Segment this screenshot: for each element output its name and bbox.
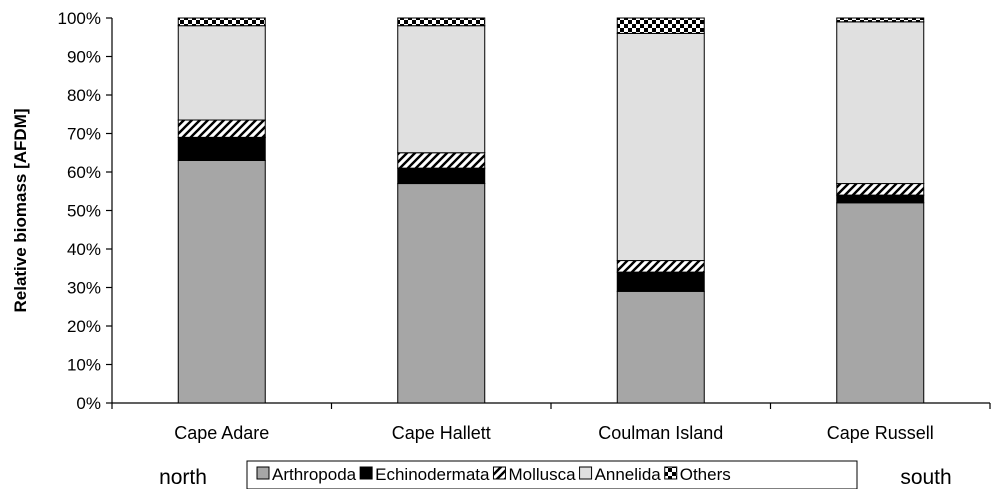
x-tick-label: Coulman Island <box>598 423 723 443</box>
y-tick-label: 70% <box>67 125 101 144</box>
bar-arthropoda-cape-russell <box>836 202 925 404</box>
y-tick-label: 80% <box>67 86 101 105</box>
legend: Arthropoda Echinodermata Mollusca Annelida O… <box>246 460 858 489</box>
y-tick-label: 30% <box>67 279 101 298</box>
y-tick-label: 40% <box>67 240 101 259</box>
bar-annelida-cape-adare <box>177 25 266 121</box>
bar-echinodermata-coulman-island <box>616 271 705 292</box>
y-tick-label: 100% <box>58 9 101 28</box>
legend-swatch-echinodermata <box>359 466 373 480</box>
y-tick-label: 10% <box>67 356 101 375</box>
y-tick-label: 50% <box>67 202 101 221</box>
annotation-south: south <box>900 466 951 489</box>
legend-label-arthropoda: Arthropoda <box>272 465 357 484</box>
bar-mollusca-coulman-island <box>616 260 705 273</box>
legend-label-others: Others <box>680 465 731 484</box>
bar-others-coulman-island <box>616 17 705 34</box>
y-tick-label: 60% <box>67 163 101 182</box>
legend-box <box>246 460 858 489</box>
y-tick-label: 0% <box>76 394 101 413</box>
y-tick-label: 20% <box>67 317 101 336</box>
bar-echinodermata-cape-adare <box>177 136 266 161</box>
plot-area: 0% 10% 20% 30% 40% 50% 60% 70% 80% 90% 100% Relativ… <box>11 9 991 489</box>
bar-mollusca-cape-hallett <box>397 152 486 169</box>
x-tick-label: Cape Hallett <box>392 423 491 443</box>
legend-swatch-others <box>664 466 678 480</box>
bar-others-cape-adare <box>177 17 266 27</box>
bar-others-cape-hallett <box>397 17 486 27</box>
x-tick-label: Cape Adare <box>174 423 269 443</box>
annotation-north: north <box>159 466 207 489</box>
bar-annelida-cape-hallett <box>397 25 486 154</box>
legend-swatch-mollusca <box>492 466 506 480</box>
bar-arthropoda-coulman-island <box>616 290 705 404</box>
bar-echinodermata-cape-hallett <box>397 167 486 185</box>
legend-label-mollusca: Mollusca <box>508 465 576 484</box>
bar-mollusca-cape-russell <box>836 183 925 196</box>
legend-label-annelida: Annelida <box>595 465 662 484</box>
legend-swatch-annelida <box>579 466 593 480</box>
bar-annelida-cape-russell <box>836 21 925 185</box>
legend-label-echinodermata: Echinodermata <box>375 465 490 484</box>
bar-others-cape-russell <box>836 17 925 23</box>
bar-echinodermata-cape-russell <box>836 194 925 204</box>
x-tick-label: Cape Russell <box>827 423 934 443</box>
bar-arthropoda-cape-adare <box>177 159 266 404</box>
y-axis-label: Relative biomass [AFDM] <box>11 108 30 312</box>
bar-annelida-coulman-island <box>616 32 705 262</box>
bar-mollusca-cape-adare <box>177 119 266 138</box>
legend-swatch-arthropoda <box>256 466 270 480</box>
bar-arthropoda-cape-hallett <box>397 183 486 404</box>
y-tick-label: 90% <box>67 48 101 67</box>
